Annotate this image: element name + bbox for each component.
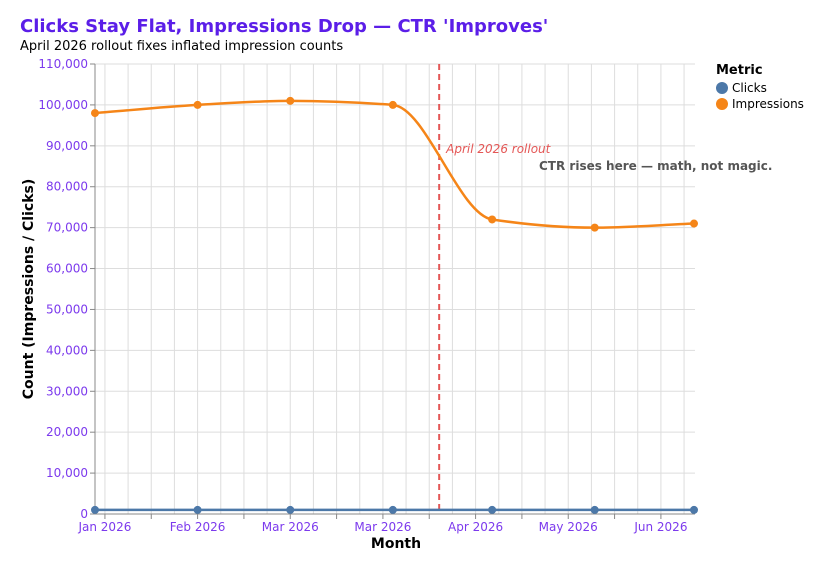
y-tick-label: 50,000 bbox=[46, 302, 88, 316]
y-axis-label: Count (Impressions / Clicks) bbox=[21, 179, 37, 399]
legend: Clicks Impressions bbox=[716, 81, 804, 111]
y-tick-label: 40,000 bbox=[46, 343, 88, 357]
legend-label-impressions: Impressions bbox=[732, 97, 804, 111]
data-point-impressions bbox=[91, 109, 99, 118]
data-point-clicks bbox=[590, 505, 599, 514]
x-tick-label: Jun 2026 bbox=[633, 520, 687, 534]
legend-title: Metric bbox=[716, 63, 763, 78]
data-point-clicks bbox=[690, 505, 698, 514]
rollout-label: April 2026 rollout bbox=[445, 142, 551, 156]
axes: 0 10,000 20,000 30,000 40,000 50,000 60,000 70,… bbox=[38, 57, 695, 534]
y-tick-label: 80,000 bbox=[46, 180, 88, 194]
legend-label-clicks: Clicks bbox=[732, 81, 767, 95]
data-point-impressions bbox=[488, 215, 497, 224]
grid bbox=[95, 63, 695, 515]
x-axis-label: Month bbox=[371, 536, 421, 552]
chart-subtitle: April 2026 rollout fixes inflated impres… bbox=[20, 39, 344, 54]
x-tick-label: Jan 2026 bbox=[77, 520, 131, 534]
x-tick-label: Feb 2026 bbox=[170, 520, 226, 534]
y-tick-label: 90,000 bbox=[46, 139, 88, 153]
y-tick-label: 20,000 bbox=[46, 425, 88, 439]
data-point-impressions bbox=[388, 100, 397, 109]
data-point-clicks bbox=[286, 505, 295, 514]
data-point-clicks bbox=[193, 505, 202, 514]
y-tick-label: 100,000 bbox=[38, 98, 88, 112]
data-point-clicks bbox=[91, 505, 99, 514]
x-tick-label: Apr 2026 bbox=[448, 520, 503, 534]
legend-symbol-clicks bbox=[716, 82, 728, 94]
y-tick-label: 60,000 bbox=[46, 262, 88, 276]
data-point-clicks bbox=[488, 505, 497, 514]
annotation: CTR rises here — math, not magic. bbox=[539, 159, 772, 173]
data-point-impressions bbox=[193, 100, 202, 109]
legend-symbol-impressions bbox=[716, 98, 728, 110]
data-point-impressions bbox=[286, 96, 295, 105]
chart-title: Clicks Stay Flat, Impressions Drop — CTR… bbox=[20, 16, 549, 37]
x-tick-label: May 2026 bbox=[539, 520, 598, 534]
data-point-impressions bbox=[690, 219, 698, 228]
y-tick-label: 10,000 bbox=[46, 466, 88, 480]
y-tick-label: 0 bbox=[80, 507, 88, 521]
y-tick-label: 110,000 bbox=[38, 57, 88, 71]
x-tick-label: Mar 2026 bbox=[262, 520, 319, 534]
data-point-clicks bbox=[388, 505, 397, 514]
y-tick-label: 70,000 bbox=[46, 221, 88, 235]
data-point-impressions bbox=[590, 223, 599, 232]
x-tick-label: Mar 2026 bbox=[354, 520, 411, 534]
marks: April 2026 rollout CTR rises here — math,… bbox=[91, 64, 772, 514]
y-tick-label: 30,000 bbox=[46, 384, 88, 398]
